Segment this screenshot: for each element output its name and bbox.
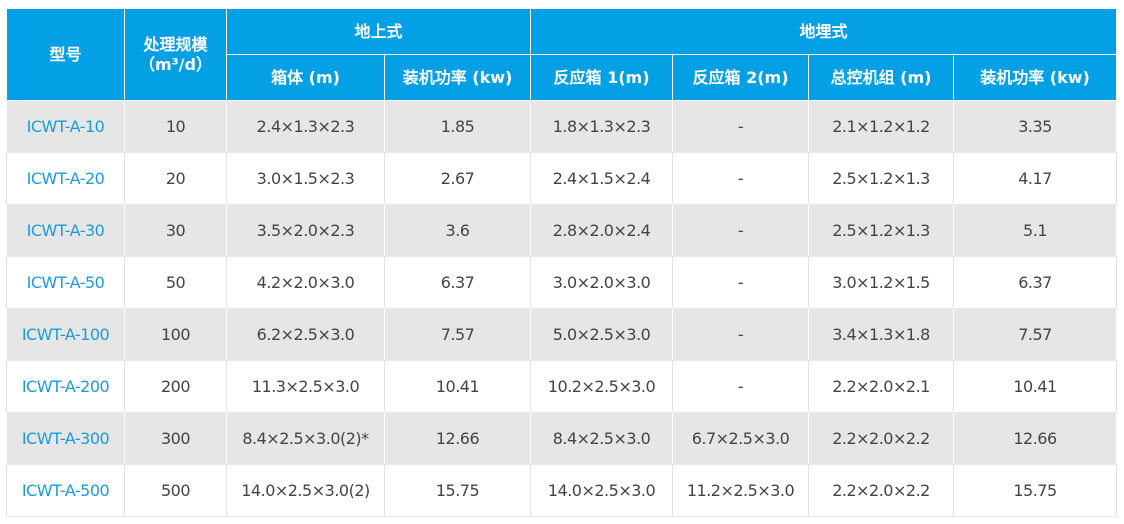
table-row: ICWT-A-300 300 8.4×2.5×3.0(2)* 12.66 8.4×2.5… (6, 412, 1118, 465)
header-capacity: 处理规模 （m³/d） (124, 8, 227, 101)
table-cell: - (672, 152, 810, 205)
capacity-unit: （m³/d） (139, 54, 212, 74)
table-cell: 50 (124, 256, 227, 309)
table-cell: 10.2×2.5×3.0 (530, 360, 674, 413)
table-cell: - (672, 308, 810, 361)
table-cell: 3.0×2.0×3.0 (530, 256, 674, 309)
table-cell: 14.0×2.5×3.0(2) (226, 464, 385, 517)
table-cell: 3.4×1.3×1.8 (808, 308, 955, 361)
table-cell: 2.67 (383, 152, 532, 205)
table-cell: 20 (124, 152, 227, 205)
table-cell: 8.4×2.5×3.0(2)* (226, 412, 385, 465)
capacity-label: 处理规模 (143, 34, 208, 54)
table-cell: - (672, 256, 810, 309)
header-buried: 地埋式 (530, 8, 1118, 55)
table-cell: 5.1 (953, 204, 1118, 257)
header-sub-3: 反应箱 2(m) (672, 54, 810, 101)
table-cell: 300 (124, 412, 227, 465)
model-cell: ICWT-A-50 (6, 256, 125, 309)
table-cell: 8.4×2.5×3.0 (530, 412, 674, 465)
table-cell: 3.0×1.2×1.5 (808, 256, 955, 309)
table-cell: 2.1×1.2×1.2 (808, 100, 955, 153)
model-cell: ICWT-A-30 (6, 204, 125, 257)
table-row: ICWT-A-200 200 11.3×2.5×3.0 10.41 10.2×2.5×3… (6, 360, 1118, 413)
table-cell: 14.0×2.5×3.0 (530, 464, 674, 517)
table-cell: 2.2×2.0×2.1 (808, 360, 955, 413)
header-sub-1: 装机功率 (kw) (383, 54, 532, 101)
table-row: ICWT-A-30 30 3.5×2.0×2.3 3.6 2.8×2.0×2.4-2.5… (6, 204, 1118, 257)
table-cell: 10.41 (953, 360, 1118, 413)
table-cell: 2.5×1.2×1.3 (808, 152, 955, 205)
table-cell: 5.0×2.5×3.0 (530, 308, 674, 361)
table-cell: 12.66 (383, 412, 532, 465)
table-cell: - (672, 360, 810, 413)
table-cell: 6.37 (953, 256, 1118, 309)
table-cell: 3.35 (953, 100, 1118, 153)
specs-table: 型号 处理规模 （m³/d） 地上式 地埋式 箱体 (m) 装机功率 (kw) 反应箱… (6, 8, 1118, 517)
table-cell: - (672, 100, 810, 153)
table-cell: 11.2×2.5×3.0 (672, 464, 810, 517)
table-cell: 4.17 (953, 152, 1118, 205)
model-cell: ICWT-A-200 (6, 360, 125, 413)
table-cell: 2.5×1.2×1.3 (808, 204, 955, 257)
header-sub-4: 总控机组 (m) (808, 54, 955, 101)
table-cell: 10 (124, 100, 227, 153)
table-cell: 500 (124, 464, 227, 517)
table-cell: 100 (124, 308, 227, 361)
table-cell: 15.75 (383, 464, 532, 517)
model-cell: ICWT-A-300 (6, 412, 125, 465)
table-cell: 3.5×2.0×2.3 (226, 204, 385, 257)
table-cell: 10.41 (383, 360, 532, 413)
table-cell: 2.2×2.0×2.2 (808, 464, 955, 517)
table-cell: 30 (124, 204, 227, 257)
table-row: ICWT-A-10 10 2.4×1.3×2.3 1.85 1.8×1.3×2.3-2.… (6, 100, 1118, 153)
table-cell: 6.2×2.5×3.0 (226, 308, 385, 361)
table-cell: 2.8×2.0×2.4 (530, 204, 674, 257)
header-sub-5: 装机功率 (kw) (953, 54, 1118, 101)
header-above-ground: 地上式 (225, 8, 532, 55)
table-cell: 200 (124, 360, 227, 413)
table-row: ICWT-A-50 50 4.2×2.0×3.0 6.37 3.0×2.0×3.0-3.… (6, 256, 1118, 309)
table-row: ICWT-A-100 100 6.2×2.5×3.0 7.57 5.0×2.5×3.0-… (6, 308, 1118, 361)
table-cell: 3.6 (383, 204, 532, 257)
table-cell: - (672, 204, 810, 257)
table-cell: 3.0×1.5×2.3 (226, 152, 385, 205)
table-cell: 1.8×1.3×2.3 (530, 100, 674, 153)
table-cell: 6.37 (383, 256, 532, 309)
table-cell: 7.57 (953, 308, 1118, 361)
table-row: ICWT-A-20 20 3.0×1.5×2.3 2.67 2.4×1.5×2.4-2.… (6, 152, 1118, 205)
table-cell: 1.85 (383, 100, 532, 153)
model-cell: ICWT-A-10 (6, 100, 125, 153)
table-cell: 12.66 (953, 412, 1118, 465)
table-cell: 6.7×2.5×3.0 (672, 412, 810, 465)
table-cell: 15.75 (953, 464, 1118, 517)
table-cell: 4.2×2.0×3.0 (226, 256, 385, 309)
header-model: 型号 (6, 8, 125, 101)
table-cell: 7.57 (383, 308, 532, 361)
table-cell: 2.2×2.0×2.2 (808, 412, 955, 465)
header-sub-2: 反应箱 1(m) (530, 54, 674, 101)
model-cell: ICWT-A-100 (6, 308, 125, 361)
model-cell: ICWT-A-500 (6, 464, 125, 517)
table-cell: 2.4×1.5×2.4 (530, 152, 674, 205)
model-cell: ICWT-A-20 (6, 152, 125, 205)
header-sub-0: 箱体 (m) (226, 54, 385, 101)
table-cell: 11.3×2.5×3.0 (226, 360, 385, 413)
table-row: ICWT-A-500 500 14.0×2.5×3.0(2) 15.75 14.0×2.… (6, 464, 1118, 517)
table-cell: 2.4×1.3×2.3 (226, 100, 385, 153)
